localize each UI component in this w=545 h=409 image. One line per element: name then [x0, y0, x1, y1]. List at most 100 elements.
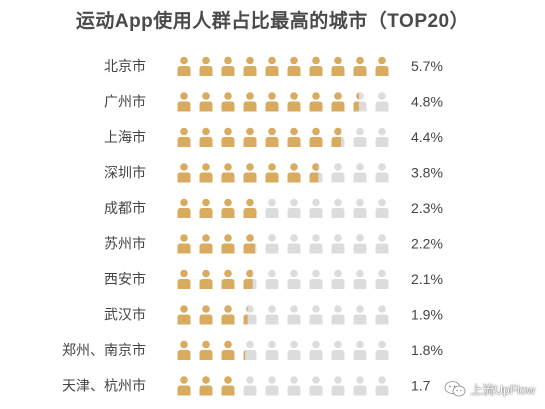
person-icon-filled [177, 92, 191, 112]
person-icon-filled [199, 92, 213, 112]
city-label: 深圳市 [104, 165, 146, 181]
person-icon-filled [287, 163, 301, 183]
person-icon-filled [287, 127, 301, 147]
watermark: 上流UpFlow [444, 377, 535, 401]
person-icon-empty [309, 234, 323, 254]
person-icon-empty [353, 376, 367, 396]
percent-label: 2.3% [411, 200, 443, 216]
person-icon-filled [265, 56, 279, 76]
person-icon-empty [353, 198, 367, 218]
person-icon-empty [375, 127, 389, 147]
city-label: 上海市 [104, 129, 146, 145]
person-icon-empty [287, 269, 301, 289]
person-icon-empty [375, 340, 389, 360]
person-icon-filled [177, 198, 191, 218]
person-icon-filled [243, 198, 257, 218]
person-icon-empty [287, 376, 301, 396]
percent-label: 1.8% [411, 342, 443, 358]
person-icon-empty [265, 340, 279, 360]
person-icon-empty [375, 163, 389, 183]
percent-label: 4.8% [411, 94, 443, 110]
person-icon-filled [199, 340, 213, 360]
person-icon-filled [199, 198, 213, 218]
percent-label: 2.1% [411, 271, 443, 287]
person-icon-partial [221, 376, 235, 396]
person-icon-empty [375, 269, 389, 289]
person-icon-filled [375, 56, 389, 76]
person-icon-filled [221, 305, 235, 325]
person-icon-empty [287, 198, 301, 218]
person-icon-partial [243, 306, 248, 325]
person-icon-filled [287, 56, 301, 76]
person-icon-filled [177, 234, 191, 254]
person-icon-filled [309, 92, 323, 112]
person-icon-filled [309, 127, 323, 147]
person-icon-empty [353, 340, 367, 360]
person-icon-filled [199, 305, 213, 325]
person-icon-empty [375, 234, 389, 254]
person-icon-empty [353, 163, 367, 183]
person-icon-empty [375, 198, 389, 218]
person-icon-empty [331, 376, 345, 396]
wechat-icon [444, 381, 466, 397]
person-icon-empty [331, 269, 345, 289]
person-icon-filled [309, 56, 323, 76]
person-icon-filled [177, 305, 191, 325]
chart-row: 武汉市 1.9% [104, 305, 443, 325]
city-label: 北京市 [104, 58, 146, 74]
city-label: 苏州市 [104, 236, 146, 252]
person-icon-filled [221, 234, 235, 254]
chart-row: 天津、杭州市 1.7 [62, 376, 431, 396]
person-icon-partial [243, 269, 253, 289]
person-icon-empty [353, 269, 367, 289]
percent-label: 5.7% [411, 58, 443, 74]
person-icon-empty [309, 305, 323, 325]
person-icon-empty [309, 340, 323, 360]
person-icon-empty [265, 269, 279, 289]
person-icon-empty [375, 376, 389, 396]
city-label: 天津、杭州市 [62, 378, 146, 394]
city-label: 成都市 [104, 200, 146, 216]
percent-label: 3.8% [411, 165, 443, 181]
person-icon-filled [199, 234, 213, 254]
person-icon-partial [331, 127, 342, 147]
person-icon-filled [221, 198, 235, 218]
person-icon-filled [177, 163, 191, 183]
person-icon-filled [243, 127, 257, 147]
person-icon-filled [199, 163, 213, 183]
person-icon-empty [243, 376, 257, 396]
watermark-text: 上流UpFlow [470, 382, 535, 397]
percent-label: 4.4% [411, 129, 443, 145]
person-icon-filled [221, 92, 235, 112]
person-icon-partial [309, 163, 319, 183]
person-icon-filled [177, 269, 191, 289]
person-icon-empty [331, 340, 345, 360]
chart-row: 深圳市 3.8% [104, 163, 443, 183]
person-icon-empty [243, 340, 257, 360]
person-icon-filled [243, 163, 257, 183]
person-icon-filled [353, 56, 367, 76]
person-icon-empty [265, 376, 279, 396]
person-icon-partial [353, 92, 359, 112]
person-icon-filled [221, 340, 235, 360]
person-icon-empty [309, 269, 323, 289]
person-icon-filled [199, 127, 213, 147]
person-icon-filled [265, 163, 279, 183]
chart-row: 苏州市 2.2% [104, 234, 443, 254]
person-icon-empty [287, 305, 301, 325]
person-icon-empty [353, 127, 367, 147]
person-icon-filled [221, 56, 235, 76]
person-icon-empty [331, 305, 345, 325]
person-icon-filled [177, 376, 191, 396]
person-icon-filled [331, 56, 345, 76]
person-icon-partial [243, 234, 256, 254]
person-icon-filled [221, 127, 235, 147]
person-icon-empty [287, 234, 301, 254]
person-icon-partial [243, 350, 246, 360]
person-icon-filled [177, 340, 191, 360]
chart-row: 西安市 2.1% [104, 269, 443, 289]
chart-row: 成都市 2.3% [104, 198, 443, 218]
percent-label: 2.2% [411, 236, 443, 252]
person-icon-filled [265, 92, 279, 112]
person-icon-filled [199, 376, 213, 396]
